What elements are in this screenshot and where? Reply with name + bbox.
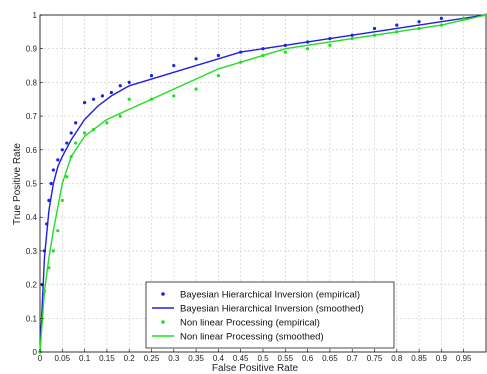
- y-tick-label: 0.2: [26, 281, 38, 290]
- y-tick-label: 0.9: [26, 45, 38, 54]
- legend-box: [145, 281, 395, 349]
- series-line: [39, 14, 487, 353]
- x-tick-label: 0.65: [322, 354, 338, 363]
- x-tick-label: 0.15: [99, 354, 115, 363]
- x-tick-label: 0.85: [411, 354, 427, 363]
- series-layer: [38, 13, 487, 354]
- y-tick-label: 1: [33, 11, 38, 20]
- data-point: [149, 74, 154, 78]
- x-tick-label: 0.55: [278, 354, 294, 363]
- series-3: [39, 14, 487, 353]
- data-point: [194, 57, 198, 61]
- data-point: [74, 121, 78, 125]
- data-point: [56, 158, 60, 162]
- y-tick-label: 0.5: [26, 180, 38, 189]
- y-tick-label: 0.4: [26, 213, 38, 222]
- data-point: [60, 198, 64, 202]
- data-point: [51, 168, 55, 172]
- data-point: [65, 175, 69, 179]
- legend-label: Non linear Processing (empirical): [180, 318, 320, 329]
- data-point: [395, 23, 399, 27]
- data-point: [100, 94, 105, 98]
- data-point: [91, 97, 96, 101]
- y-tick-label: 0.3: [26, 247, 38, 256]
- y-tick-label: 0.8: [26, 78, 38, 87]
- x-tick-label: 0.8: [391, 354, 403, 363]
- data-point: [216, 74, 220, 78]
- x-tick-label: 0.95: [456, 354, 472, 363]
- legend-dot-swatch: [161, 320, 165, 324]
- data-point: [109, 90, 113, 95]
- data-point: [328, 43, 332, 47]
- data-point: [49, 181, 53, 186]
- series-line: [39, 14, 487, 353]
- data-point: [65, 141, 69, 145]
- data-point: [74, 141, 78, 145]
- data-point: [172, 63, 176, 68]
- x-tick-label: 0.3: [168, 354, 180, 363]
- data-point: [306, 47, 310, 51]
- data-point: [417, 20, 421, 24]
- y-tick-label: 0.1: [26, 314, 38, 323]
- data-point: [127, 97, 131, 101]
- legend-label: Bayesian Hierarchical Inversion (empiric…: [180, 290, 360, 301]
- x-tick-label: 0.35: [188, 354, 204, 363]
- x-axis-label: False Positive Rate: [212, 363, 299, 374]
- legend-label: Non linear Processing (smoothed): [180, 332, 324, 343]
- x-tick-label: 0.05: [55, 354, 71, 363]
- data-point: [47, 198, 51, 202]
- data-point: [83, 131, 87, 135]
- data-point: [69, 131, 73, 135]
- x-tick-label: 0.5: [257, 354, 269, 363]
- data-point: [56, 229, 60, 233]
- data-point: [127, 80, 131, 84]
- data-point: [439, 16, 443, 20]
- y-axis-label: True Positive Rate: [12, 143, 23, 225]
- data-point: [60, 148, 64, 152]
- x-tick-label: 0.75: [367, 354, 383, 363]
- y-tick-label: 0.7: [26, 112, 38, 121]
- data-point: [194, 87, 198, 91]
- x-tick-label: 0.9: [436, 354, 448, 363]
- series-1: [39, 14, 487, 353]
- x-tick-label: 0.25: [144, 354, 160, 363]
- x-tick-label: 0: [38, 354, 43, 363]
- x-tick-label: 0.4: [213, 354, 225, 363]
- x-tick-label: 0.6: [302, 354, 314, 363]
- legend-label: Bayesian Hierarchical Inversion (smoothe…: [180, 304, 364, 315]
- data-point: [372, 26, 377, 31]
- data-point: [118, 84, 122, 88]
- data-point: [51, 249, 55, 253]
- x-tick-label: 0.1: [79, 354, 91, 363]
- data-point: [105, 121, 109, 125]
- x-tick-label: 0.2: [124, 354, 136, 363]
- data-point: [283, 50, 287, 54]
- y-tick-label: 0.6: [26, 146, 38, 155]
- data-point: [118, 114, 122, 118]
- legend: Bayesian Hierarchical Inversion (empiric…: [145, 281, 395, 349]
- data-point: [83, 101, 87, 105]
- tick-labels: 0 0.05 0.1 0.15 0.2 0.25 0.3 0.35 0.4 0.45 0.5 0.55…: [26, 11, 472, 363]
- x-tick-label: 0.45: [233, 354, 249, 363]
- data-point: [172, 94, 176, 98]
- y-tick-label: 0: [33, 348, 38, 357]
- x-tick-label: 0.7: [347, 354, 359, 363]
- legend-dot-swatch: [161, 292, 165, 296]
- data-point: [216, 53, 220, 58]
